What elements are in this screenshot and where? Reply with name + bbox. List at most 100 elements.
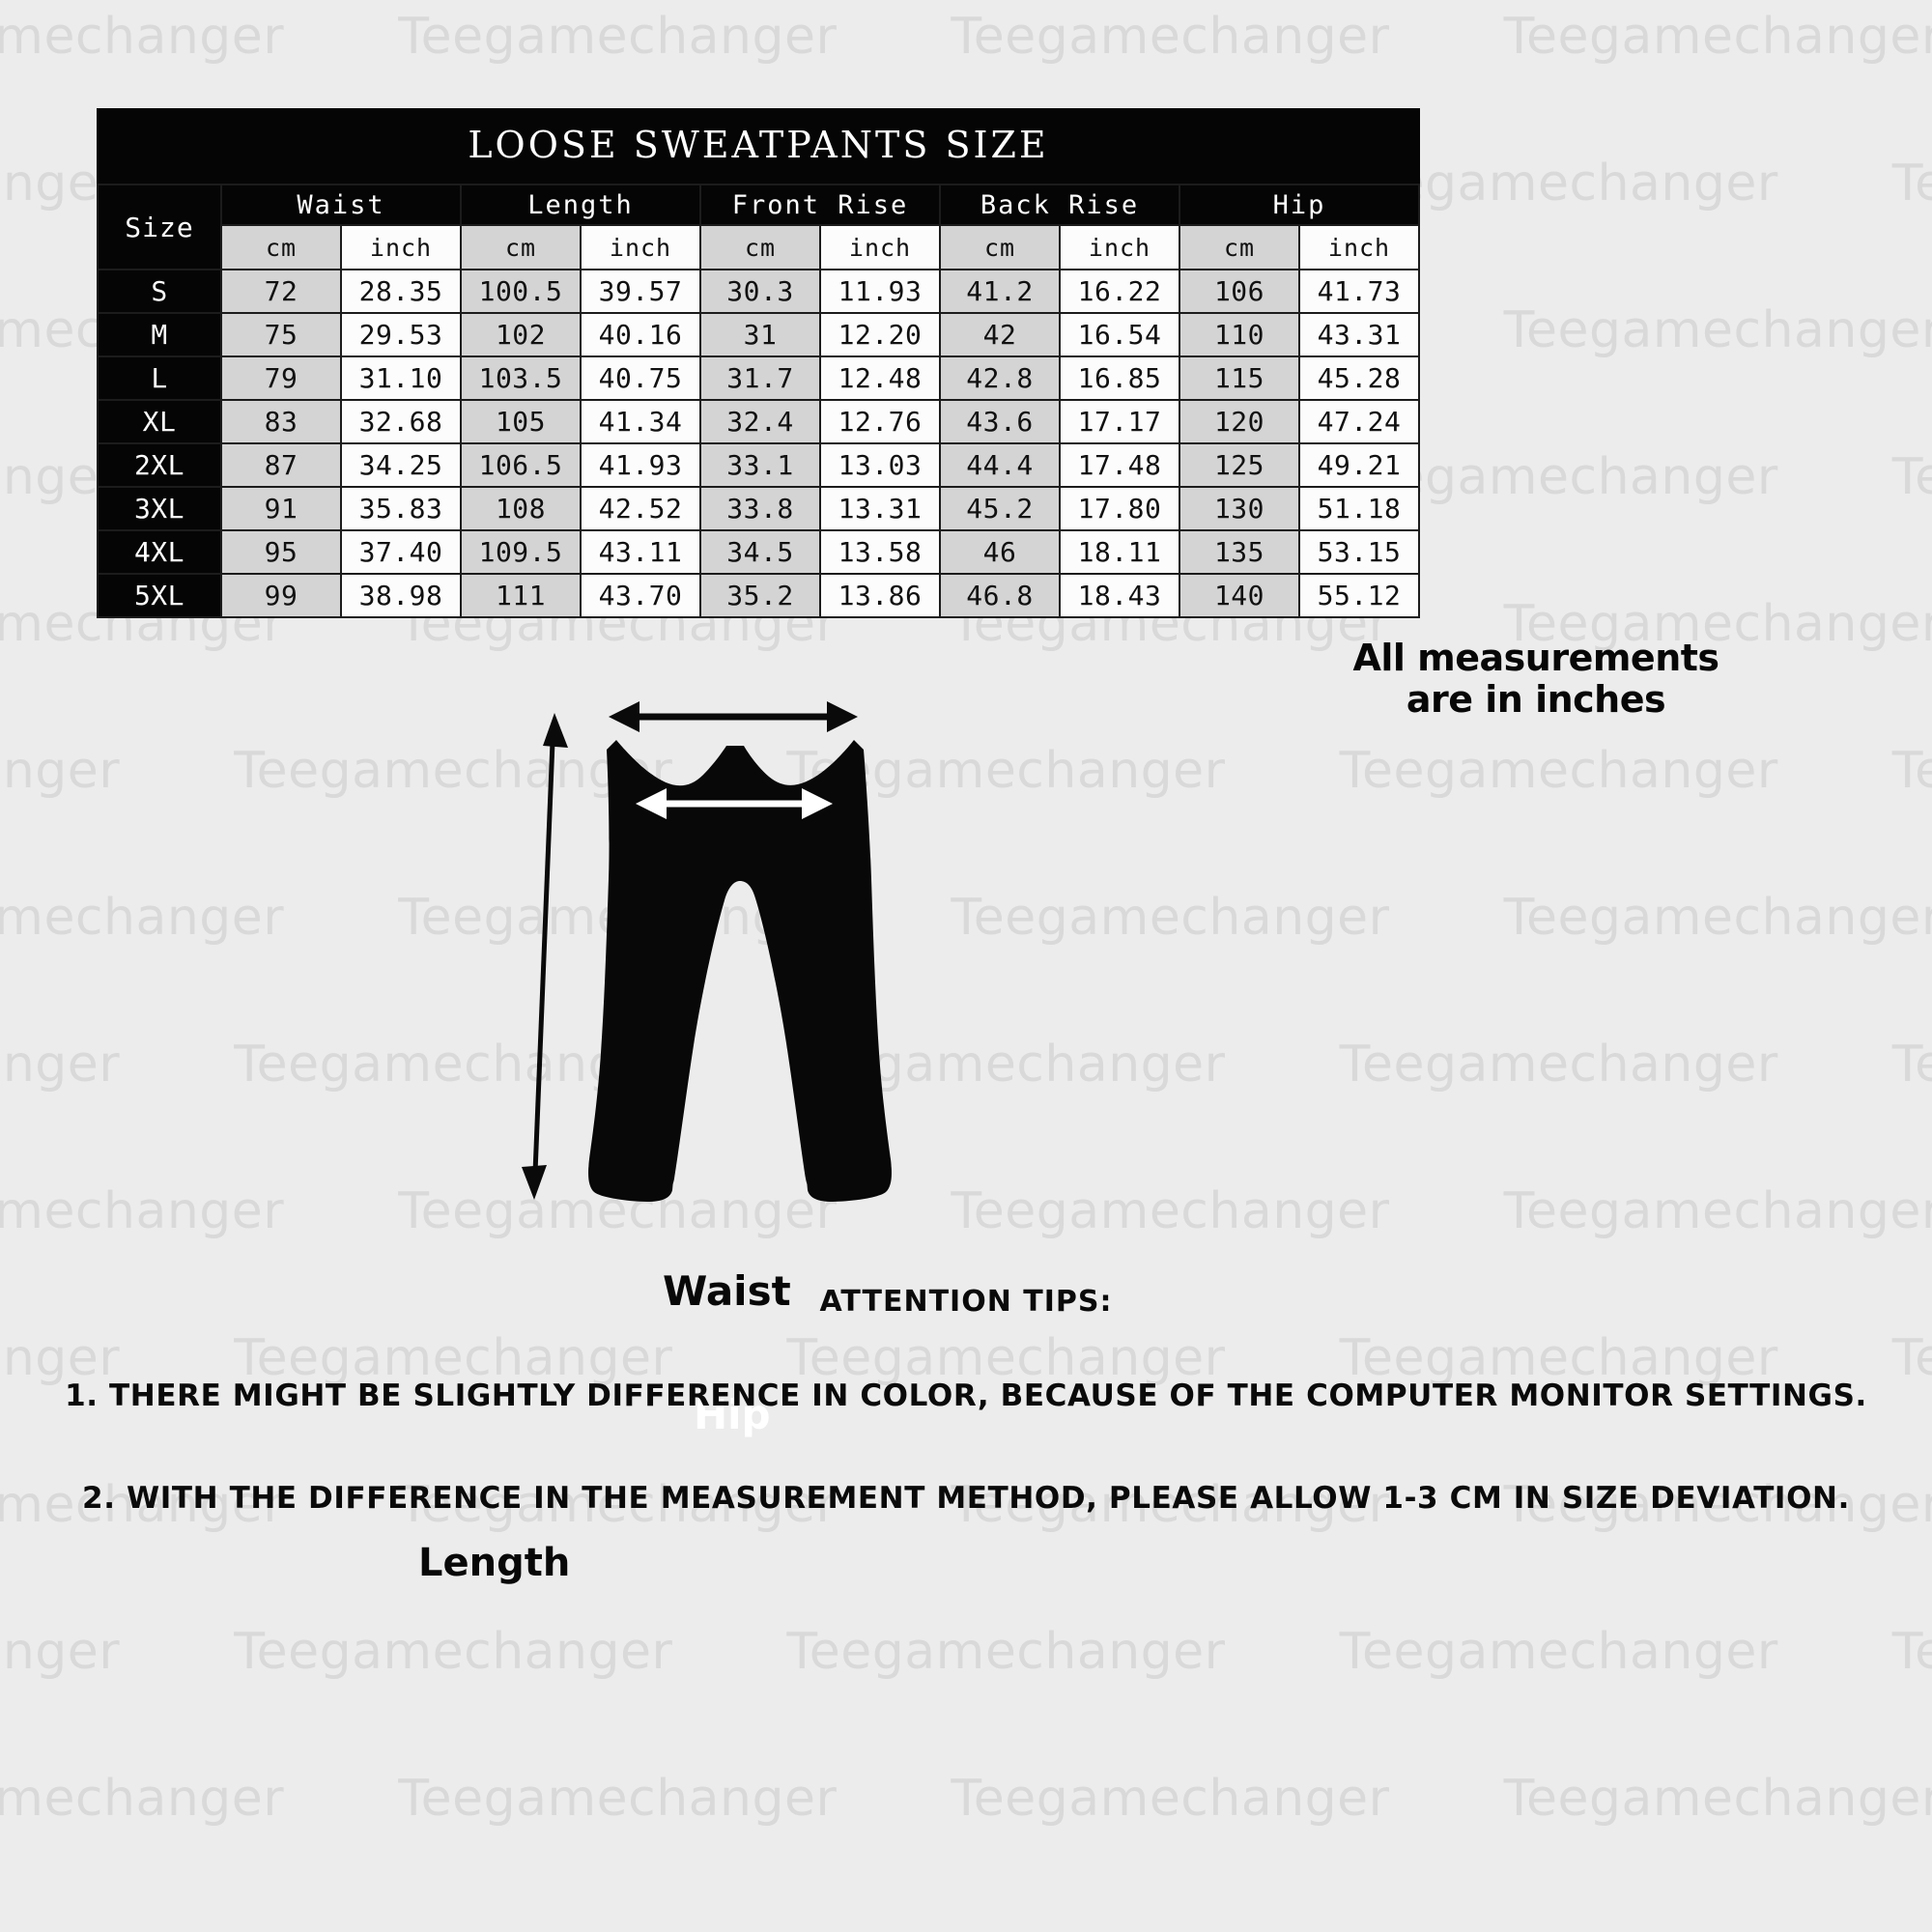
table-row: 2XL 87 34.25 106.5 41.93 33.1 13.03 44.4 17.48 12… (97, 442, 1420, 488)
column-group-hip: Hip (1179, 184, 1420, 226)
cell-hip-in: 43.31 (1298, 312, 1420, 357)
cell-front-in: 12.20 (819, 312, 941, 357)
cell-length-cm: 108 (460, 486, 582, 531)
waist-label: Waist (663, 1267, 791, 1315)
cell-hip-cm: 110 (1179, 312, 1300, 357)
cell-length-cm: 106.5 (460, 442, 582, 488)
unit-header-back-rise-cm: cm (939, 224, 1061, 270)
cell-back-in: 16.54 (1059, 312, 1180, 357)
length-measure-arrow (522, 713, 568, 1200)
pants-left-cuff (588, 1163, 674, 1202)
cell-hip-cm: 115 (1179, 355, 1300, 401)
table-row: 3XL 91 35.83 108 42.52 33.8 13.31 45.2 17.80 130 5… (97, 486, 1420, 531)
cell-front-in: 11.93 (819, 269, 941, 314)
column-group-length: Length (460, 184, 701, 226)
cell-waist-in: 28.35 (340, 269, 462, 314)
attention-tip-2: 2. WITH THE DIFFERENCE IN THE MEASUREMEN… (82, 1481, 1850, 1516)
cell-front-cm: 34.5 (699, 529, 821, 575)
waist-measure-arrow (609, 701, 858, 732)
cell-length-cm: 100.5 (460, 269, 582, 314)
cell-back-in: 18.43 (1059, 573, 1180, 618)
size-cell: M (97, 312, 222, 357)
cell-waist-cm: 72 (220, 269, 342, 314)
cell-hip-cm: 135 (1179, 529, 1300, 575)
cell-front-in: 13.03 (819, 442, 941, 488)
unit-header-front-rise-inch: inch (819, 224, 941, 270)
hip-measure-arrow (636, 788, 833, 819)
measurements-note-line-1: All measurements (1352, 637, 1719, 679)
cell-hip-cm: 125 (1179, 442, 1300, 488)
size-table: Size Waist Length Front Rise Back Rise H… (97, 184, 1420, 618)
cell-front-cm: 35.2 (699, 573, 821, 618)
cell-waist-cm: 79 (220, 355, 342, 401)
cell-length-in: 40.16 (580, 312, 701, 357)
unit-header-row: cm inch cm inch cm inch cm inch cm inch (98, 224, 1420, 270)
cell-front-cm: 33.1 (699, 442, 821, 488)
cell-back-in: 16.85 (1059, 355, 1180, 401)
chart-title: LOOSE SWEATPANTS SIZE (97, 108, 1420, 184)
hip-label: Hip (694, 1391, 771, 1438)
cell-length-in: 42.52 (580, 486, 701, 531)
cell-front-cm: 32.4 (699, 399, 821, 444)
cell-back-in: 16.22 (1059, 269, 1180, 314)
cell-length-in: 43.11 (580, 529, 701, 575)
cell-length-in: 41.93 (580, 442, 701, 488)
cell-hip-in: 55.12 (1298, 573, 1420, 618)
cell-waist-cm: 95 (220, 529, 342, 575)
unit-header-back-rise-inch: inch (1059, 224, 1180, 270)
cell-waist-in: 37.40 (340, 529, 462, 575)
size-chart-table-container: LOOSE SWEATPANTS SIZE Size Waist Length … (97, 108, 1420, 618)
cell-hip-cm: 140 (1179, 573, 1300, 618)
column-group-waist: Waist (220, 184, 462, 226)
cell-front-in: 13.86 (819, 573, 941, 618)
cell-length-cm: 111 (460, 573, 582, 618)
column-group-back-rise: Back Rise (939, 184, 1180, 226)
unit-header-waist-cm: cm (220, 224, 342, 270)
size-cell: 4XL (97, 529, 222, 575)
attention-tips-heading: ATTENTION TIPS: (819, 1285, 1113, 1319)
table-body: S 72 28.35 100.5 39.57 30.3 11.93 41.2 16.22 106 4… (97, 269, 1420, 618)
table-row: 4XL 95 37.40 109.5 43.11 34.5 13.58 46 18.11 135 5… (97, 529, 1420, 575)
cell-length-cm: 109.5 (460, 529, 582, 575)
cell-waist-cm: 83 (220, 399, 342, 444)
cell-front-in: 12.48 (819, 355, 941, 401)
group-header-row: Size Waist Length Front Rise Back Rise H… (97, 184, 1420, 270)
cell-back-cm: 44.4 (939, 442, 1061, 488)
cell-back-cm: 43.6 (939, 399, 1061, 444)
cell-back-cm: 45.2 (939, 486, 1061, 531)
unit-header-hip-inch: inch (1298, 224, 1420, 270)
cell-back-in: 17.48 (1059, 442, 1180, 488)
cell-length-in: 43.70 (580, 573, 701, 618)
cell-front-cm: 31.7 (699, 355, 821, 401)
cell-hip-in: 47.24 (1298, 399, 1420, 444)
cell-hip-cm: 106 (1179, 269, 1300, 314)
cell-waist-in: 32.68 (340, 399, 462, 444)
table-row: 5XL 99 38.98 111 43.70 35.2 13.86 46.8 18.43 140 5… (97, 573, 1420, 618)
sweatpants-diagram: All measurements are in inches (0, 618, 1932, 1585)
cell-front-cm: 30.3 (699, 269, 821, 314)
size-cell: 2XL (97, 442, 222, 488)
sweatpants-illustration (522, 701, 892, 1202)
cell-hip-cm: 120 (1179, 399, 1300, 444)
table-row: XL 83 32.68 105 41.34 32.4 12.76 43.6 17.17 120 47… (97, 399, 1420, 444)
cell-hip-in: 41.73 (1298, 269, 1420, 314)
size-cell: 3XL (97, 486, 222, 531)
unit-header-hip-cm: cm (1179, 224, 1300, 270)
cell-waist-in: 29.53 (340, 312, 462, 357)
unit-header-length-cm: cm (460, 224, 582, 270)
table-head: Size Waist Length Front Rise Back Rise H… (97, 184, 1420, 270)
cell-length-cm: 105 (460, 399, 582, 444)
cell-waist-cm: 99 (220, 573, 342, 618)
table-row: L 79 31.10 103.5 40.75 31.7 12.48 42.8 16.85 115 4… (97, 355, 1420, 401)
cell-front-in: 13.31 (819, 486, 941, 531)
cell-length-in: 39.57 (580, 269, 701, 314)
cell-back-cm: 42 (939, 312, 1061, 357)
cell-hip-in: 51.18 (1298, 486, 1420, 531)
length-label: Length (418, 1541, 571, 1585)
cell-length-in: 40.75 (580, 355, 701, 401)
cell-waist-in: 31.10 (340, 355, 462, 401)
cell-front-in: 12.76 (819, 399, 941, 444)
size-cell: 5XL (97, 573, 222, 618)
cell-back-cm: 46 (939, 529, 1061, 575)
